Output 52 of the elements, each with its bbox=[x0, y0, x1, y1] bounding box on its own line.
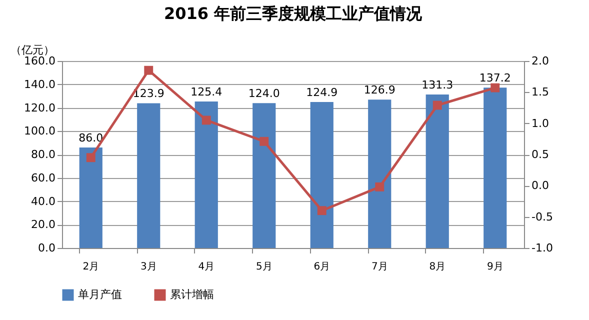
y2-tick-label: 1.5 bbox=[532, 86, 549, 99]
bar bbox=[137, 103, 160, 248]
bar bbox=[194, 101, 218, 248]
x-tick-label: 4月 bbox=[198, 262, 215, 272]
data-label: 123.9 bbox=[132, 87, 164, 100]
y2-tick-label: 2.0 bbox=[532, 54, 549, 68]
y-tick-label: 20.0 bbox=[31, 218, 56, 232]
chart-title: 2016 年前三季度规模工业产值情况 bbox=[164, 4, 424, 23]
bar bbox=[368, 100, 392, 248]
bar bbox=[252, 103, 276, 248]
x-tick-label: 3月 bbox=[140, 262, 157, 272]
y-tick-label: 60.0 bbox=[31, 171, 56, 184]
y2-tick-label: 0.5 bbox=[532, 148, 549, 161]
legend-label: 累计增幅 bbox=[170, 288, 214, 301]
point bbox=[202, 116, 211, 125]
data-label: 125.4 bbox=[190, 85, 222, 98]
y2-tick-label: 0.0 bbox=[532, 179, 549, 192]
data-label: 86.0 bbox=[78, 131, 104, 144]
x-tick-label: 5月 bbox=[256, 262, 272, 272]
data-label: 124.9 bbox=[306, 86, 338, 100]
y2-tick-label: -1.0 bbox=[532, 242, 553, 254]
y-axis-title: （亿元） bbox=[10, 44, 54, 56]
bar bbox=[310, 102, 334, 248]
point bbox=[375, 182, 384, 192]
data-label: 126.9 bbox=[364, 84, 396, 97]
legend-label: 单月产值 bbox=[78, 288, 122, 301]
point bbox=[144, 66, 154, 75]
y2-tick-label: 1.0 bbox=[532, 116, 549, 130]
y-tick-label: 160.0 bbox=[24, 54, 56, 68]
y-tick-label: 100.0 bbox=[24, 124, 56, 138]
bar bbox=[79, 147, 102, 248]
y2-tick-label: -0.5 bbox=[532, 210, 553, 224]
x-tick-label: 2月 bbox=[82, 262, 100, 272]
x-tick-label: 7月 bbox=[371, 262, 388, 272]
point bbox=[490, 83, 500, 92]
data-label: 124.0 bbox=[248, 87, 280, 100]
data-label: 131.3 bbox=[422, 78, 454, 92]
bar bbox=[484, 88, 507, 248]
point bbox=[260, 136, 269, 146]
y-tick-label: 80.0 bbox=[31, 148, 56, 161]
point bbox=[432, 100, 442, 110]
y-tick-label: 140.0 bbox=[24, 78, 56, 91]
data-label: 137.2 bbox=[479, 72, 511, 85]
bar bbox=[426, 94, 449, 248]
y-tick-label: 40.0 bbox=[31, 194, 56, 208]
y-tick-label: 0.0 bbox=[38, 242, 56, 254]
x-tick-label: 8月 bbox=[429, 262, 446, 272]
y-tick-label: 120.0 bbox=[24, 101, 56, 114]
point bbox=[317, 206, 326, 216]
x-tick-label: 9月 bbox=[486, 262, 504, 272]
point bbox=[86, 153, 96, 162]
x-tick-label: 6月 bbox=[314, 262, 330, 272]
